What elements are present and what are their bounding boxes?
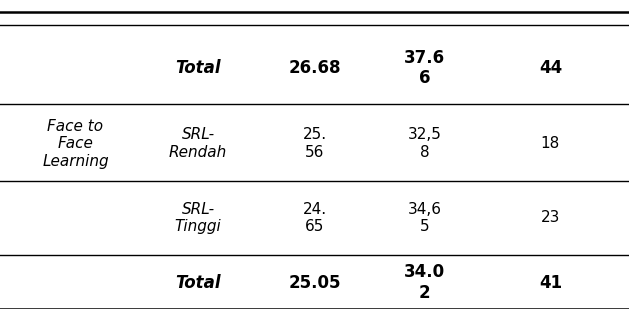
- Text: Total: Total: [175, 274, 221, 292]
- Text: 25.
56: 25. 56: [303, 128, 326, 160]
- Text: 34.0
2: 34.0 2: [404, 263, 445, 302]
- Text: 32,5
8: 32,5 8: [408, 128, 442, 160]
- Text: Total: Total: [175, 59, 221, 77]
- Text: 25.05: 25.05: [288, 274, 341, 292]
- Text: 24.
65: 24. 65: [303, 202, 326, 234]
- Text: 37.6
6: 37.6 6: [404, 49, 445, 87]
- Text: 44: 44: [539, 59, 562, 77]
- Text: Face to
Face
Learning: Face to Face Learning: [42, 119, 109, 169]
- Text: 34,6
5: 34,6 5: [408, 202, 442, 234]
- Text: 41: 41: [539, 274, 562, 292]
- Text: SRL-
Rendah: SRL- Rendah: [169, 128, 227, 160]
- Text: SRL-
Tinggi: SRL- Tinggi: [175, 202, 221, 234]
- Text: 26.68: 26.68: [288, 59, 341, 77]
- Text: 18: 18: [541, 136, 560, 151]
- Text: 23: 23: [541, 210, 560, 225]
